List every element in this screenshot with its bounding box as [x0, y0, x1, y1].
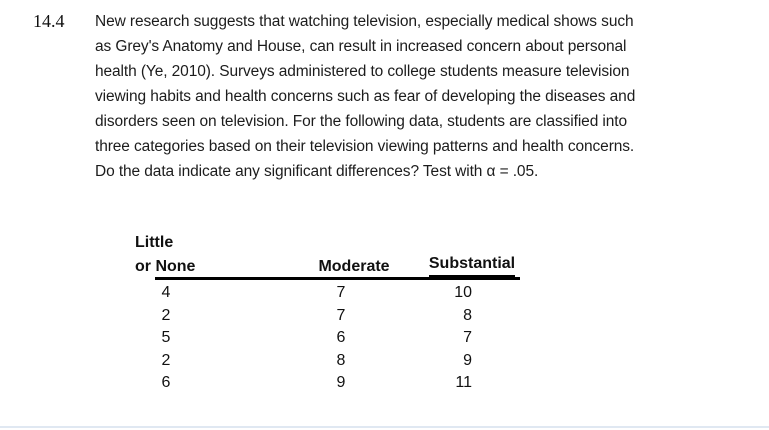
problem-statement: New research suggests that watching tele… — [95, 9, 635, 184]
table-cell: 6 — [336, 329, 346, 347]
table-cell: 2 — [161, 351, 171, 369]
text-line: three categories based on their televisi… — [95, 138, 635, 155]
header-prefix: or — [135, 258, 156, 275]
header-underlined-substantial: Substantial — [428, 254, 516, 277]
page-bottom-divider — [0, 426, 769, 428]
text-line: as Grey's Anatomy and House, can result … — [95, 38, 627, 55]
table-cell: 5 — [161, 329, 171, 347]
table-cell: 9 — [336, 374, 346, 392]
text-line: disorders seen on television. For the fo… — [95, 113, 628, 130]
text-line: viewing habits and health concerns such … — [95, 88, 636, 105]
column-header-little: Little — [135, 234, 174, 251]
text-line: New research suggests that watching tele… — [95, 13, 634, 30]
problem-number: 14.4 — [33, 11, 65, 31]
header-rule — [155, 277, 520, 280]
column-header-substantial: Substantial — [424, 254, 520, 277]
table-cell: 7 — [463, 329, 472, 347]
column-moderate: 7 7 6 8 9 — [310, 282, 372, 395]
column-substantial: 10 8 7 9 11 — [428, 282, 472, 395]
column-little-or-none: 4 2 5 2 6 — [135, 282, 197, 395]
table-cell: 10 — [454, 284, 472, 301]
table-cell: 7 — [336, 284, 346, 301]
table-cell: 9 — [463, 351, 472, 369]
table-cell: 7 — [336, 306, 346, 324]
table-cell: 8 — [463, 306, 472, 324]
table-cell: 8 — [336, 351, 346, 369]
table-cell: 11 — [455, 374, 472, 392]
text-line: Do the data indicate any significant dif… — [95, 163, 539, 180]
table-cell: 4 — [161, 284, 171, 301]
text-line: health (Ye, 2010). Surveys administered … — [95, 63, 630, 80]
table-cell: 2 — [161, 306, 171, 324]
table-cell: 6 — [161, 374, 171, 392]
